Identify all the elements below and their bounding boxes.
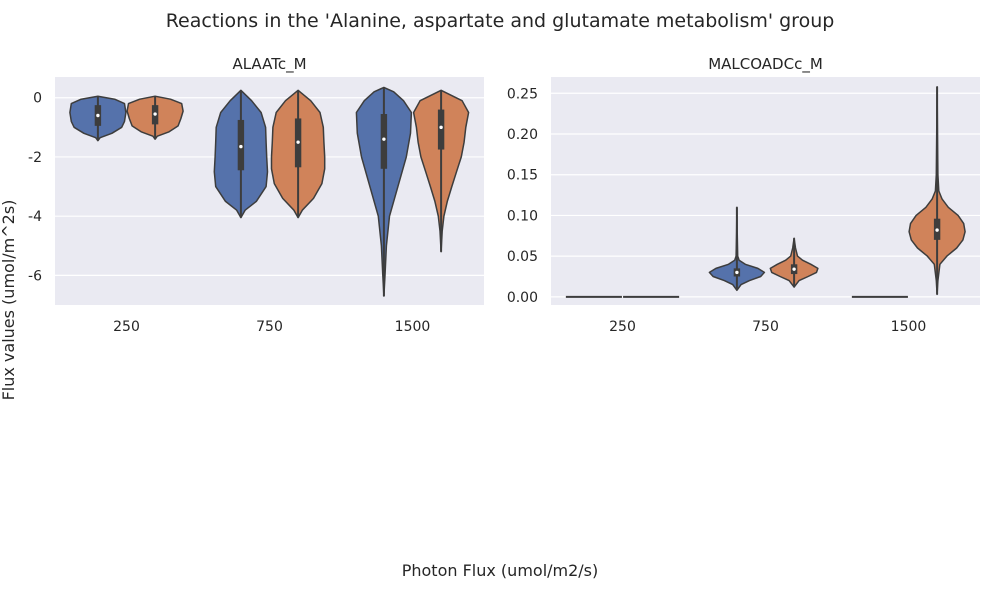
panel-background-left <box>55 77 484 305</box>
violin <box>769 237 819 288</box>
y-axis-label: Flux values (umol/m^2s) <box>0 200 18 401</box>
y-tick-label: 0.25 <box>507 86 538 102</box>
xticks-left: 250 750 1500 <box>113 319 430 335</box>
violin-iqr-box <box>380 114 388 169</box>
y-tick-label: 0 <box>33 91 42 107</box>
y-tick-label: -6 <box>28 268 42 284</box>
panel-title-left: ALAATc_M <box>232 55 306 74</box>
x-tick-label: 750 <box>256 319 283 335</box>
figure-title: Reactions in the 'Alanine, aspartate and… <box>166 10 835 32</box>
violin <box>355 86 413 297</box>
violin-median-dot <box>792 267 796 271</box>
y-tick-label: -2 <box>28 150 42 166</box>
violin-median-dot <box>735 270 739 275</box>
x-tick-label: 250 <box>113 319 140 335</box>
violin-median-dot <box>96 113 100 118</box>
x-tick-label: 1500 <box>395 319 431 335</box>
panel-alaatc: 0 -2 -4 -6 250 750 1500 ALAATc_M <box>28 55 484 335</box>
violin <box>213 89 269 219</box>
grid-right <box>551 92 980 298</box>
violin-median-dot <box>153 112 157 116</box>
violin <box>69 95 127 142</box>
y-tick-label: -4 <box>28 209 42 225</box>
panel-malcoadcc: 0.00 0.05 0.10 0.15 0.20 0.25 250 750 1500 MALC… <box>507 55 980 335</box>
y-tick-label: 0.05 <box>507 249 538 265</box>
x-axis-label: Photon Flux (umol/m2/s) <box>402 561 599 580</box>
violin-median-dot <box>935 228 939 232</box>
panel-background-right <box>551 77 980 305</box>
violins-right <box>565 86 966 298</box>
x-tick-label: 750 <box>752 319 779 335</box>
yticks-right: 0.00 0.05 0.10 0.15 0.20 0.25 <box>507 86 538 306</box>
x-tick-label: 250 <box>609 319 636 335</box>
xticks-right: 250 750 1500 <box>609 319 926 335</box>
violin-median-dot <box>382 137 386 141</box>
violins-left <box>69 86 470 297</box>
yticks-left: 0 -2 -4 -6 <box>28 91 42 285</box>
panel-title-right: MALCOADCc_M <box>708 55 823 74</box>
violin-median-dot <box>439 125 443 130</box>
violin <box>708 206 766 292</box>
y-tick-label: 0.15 <box>507 168 538 184</box>
x-tick-label: 1500 <box>891 319 927 335</box>
grid-left <box>55 97 484 276</box>
violin-iqr-box <box>437 109 445 150</box>
y-tick-label: 0.20 <box>507 127 538 143</box>
violin-median-dot <box>296 140 300 144</box>
y-tick-label: 0.00 <box>507 290 538 306</box>
violin <box>908 86 966 296</box>
violin <box>412 89 470 253</box>
y-tick-label: 0.10 <box>507 208 538 224</box>
violin <box>270 89 326 219</box>
violin <box>126 95 184 140</box>
violin-median-dot <box>239 144 243 149</box>
